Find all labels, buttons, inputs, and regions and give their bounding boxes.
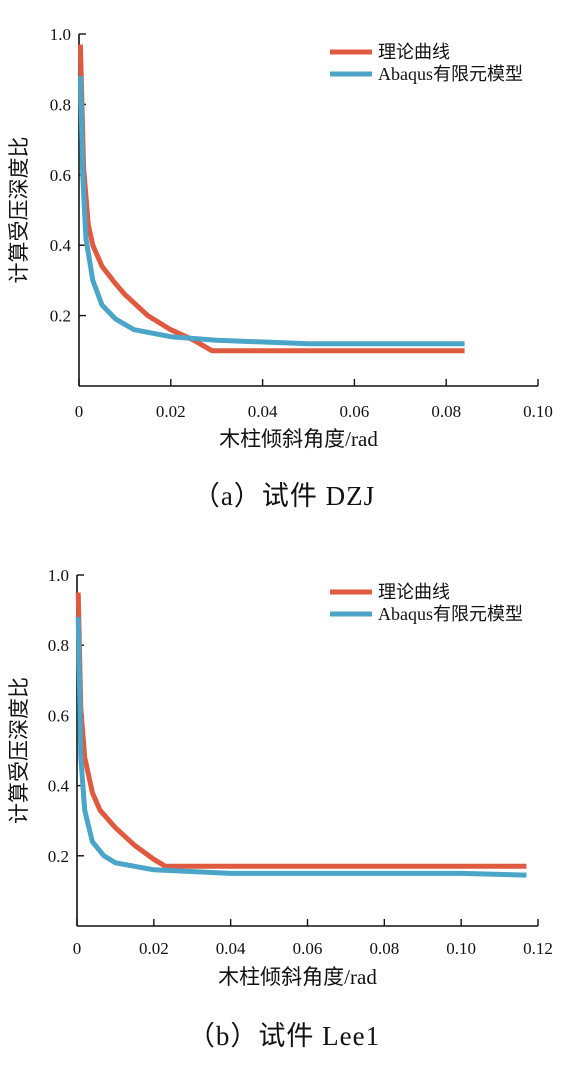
x-axis-title: 木柱倾斜角度/rad — [218, 965, 377, 989]
series-line-theory — [75, 592, 527, 869]
y-tick-label: 1.0 — [48, 566, 69, 585]
chart-dzj: 0 0.02 0.04 0.06 0.08 0.10 0.2 0.4 0.6 0.8 1.0 木柱倾斜… — [7, 25, 553, 511]
x-tick-label: 0 — [73, 939, 82, 958]
y-tick-label: 1.0 — [50, 25, 71, 44]
legend-label: Abaqus有限元模型 — [378, 64, 523, 84]
x-tick-label: 0.10 — [446, 939, 476, 958]
y-axis-title: 计算受压深度比 — [7, 677, 31, 824]
series-line-theory — [77, 44, 465, 354]
x-tick-label: 0 — [75, 402, 84, 421]
x-tick-label: 0.04 — [248, 402, 278, 421]
chart-lee1: 0 0.02 0.04 0.06 0.08 0.10 0.12 0.2 0.4 0.6 0.8 1.0… — [7, 566, 553, 1051]
x-tick-label: 0.04 — [216, 939, 246, 958]
y-tick-label: 0.4 — [50, 236, 72, 255]
y-tick-label: 0.4 — [48, 777, 70, 796]
figure-caption: （a）试件 DZJ — [193, 481, 375, 511]
series-line-abaqus — [75, 617, 527, 878]
y-tick-label: 0.6 — [48, 706, 69, 725]
figure-caption: （b）试件 Lee1 — [188, 1021, 380, 1051]
x-tick-label: 0.10 — [523, 402, 553, 421]
legend-label: 理论曲线 — [378, 582, 450, 602]
series-line-abaqus — [77, 76, 465, 347]
x-tick-label: 0.06 — [293, 939, 323, 958]
y-tick-label: 0.2 — [48, 847, 69, 866]
x-tick-label: 0.02 — [139, 939, 169, 958]
y-tick-label: 0.6 — [50, 166, 71, 185]
legend-label: Abaqus有限元模型 — [378, 604, 523, 624]
x-tick-label: 0.02 — [156, 402, 186, 421]
y-tick-label: 0.8 — [50, 95, 71, 114]
x-tick-label: 0.08 — [369, 939, 399, 958]
y-tick-label: 0.2 — [50, 307, 71, 326]
legend-label: 理论曲线 — [378, 42, 450, 62]
y-axis-title: 计算受压深度比 — [7, 137, 31, 284]
y-tick-label: 0.8 — [48, 636, 69, 655]
x-tick-label: 0.06 — [340, 402, 370, 421]
x-tick-label: 0.12 — [523, 939, 553, 958]
x-axis-title: 木柱倾斜角度/rad — [219, 427, 378, 451]
x-tick-label: 0.08 — [431, 402, 461, 421]
